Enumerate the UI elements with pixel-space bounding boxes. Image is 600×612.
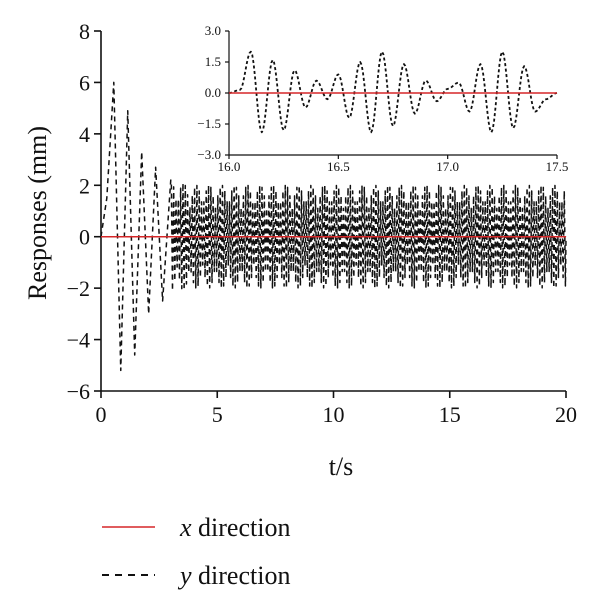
main-y-tick-label: −6: [67, 379, 90, 404]
inset-background: [190, 22, 580, 184]
main-y-tick-label: 8: [79, 19, 90, 44]
main-y-tick-label: −4: [67, 328, 90, 353]
main-x-tick-label: 5: [212, 402, 223, 427]
main-x-tick-label: 0: [96, 402, 107, 427]
main-y-tick-label: 6: [79, 70, 90, 95]
inset-x-tick-label: 17.0: [436, 159, 459, 174]
inset-x-tick-label: 17.5: [546, 159, 569, 174]
main-y-tick-label: 0: [79, 225, 90, 250]
inset-x-tick-label: 16.5: [327, 159, 350, 174]
main-series-y-direction: [100, 81, 567, 372]
inset-y-tick-label: −1.5: [197, 116, 221, 131]
legend: x direction y direction: [102, 513, 290, 590]
x-axis-title: t/s: [329, 452, 354, 481]
legend-label-y-direction: y direction: [177, 561, 290, 590]
inset-x-tick-label: 16.0: [218, 159, 241, 174]
inset-y-tick-label: 3.0: [205, 23, 221, 38]
inset-y-tick-label: 1.5: [205, 54, 221, 69]
inset-plot: −3.0 −1.5 0.0 1.5 3.0 16.0 16.5 17.0 17.5: [190, 22, 580, 184]
main-x-tick-label: 10: [323, 402, 345, 427]
main-y-tick-label: −2: [67, 276, 90, 301]
inset-y-tick-label: 0.0: [205, 85, 221, 100]
legend-label-x-direction: x direction: [179, 513, 290, 542]
main-x-tick-label: 15: [439, 402, 461, 427]
main-y-tick-label: 4: [79, 122, 90, 147]
inset-y-tick-label: −3.0: [197, 147, 221, 162]
y-axis-title: Responses (mm): [23, 126, 52, 300]
main-x-tick-label: 20: [555, 402, 577, 427]
main-plot: −6 −4 −2 0 2 4 6 8 0 5 10 15 20: [67, 19, 577, 427]
main-y-tick-label: 2: [79, 173, 90, 198]
